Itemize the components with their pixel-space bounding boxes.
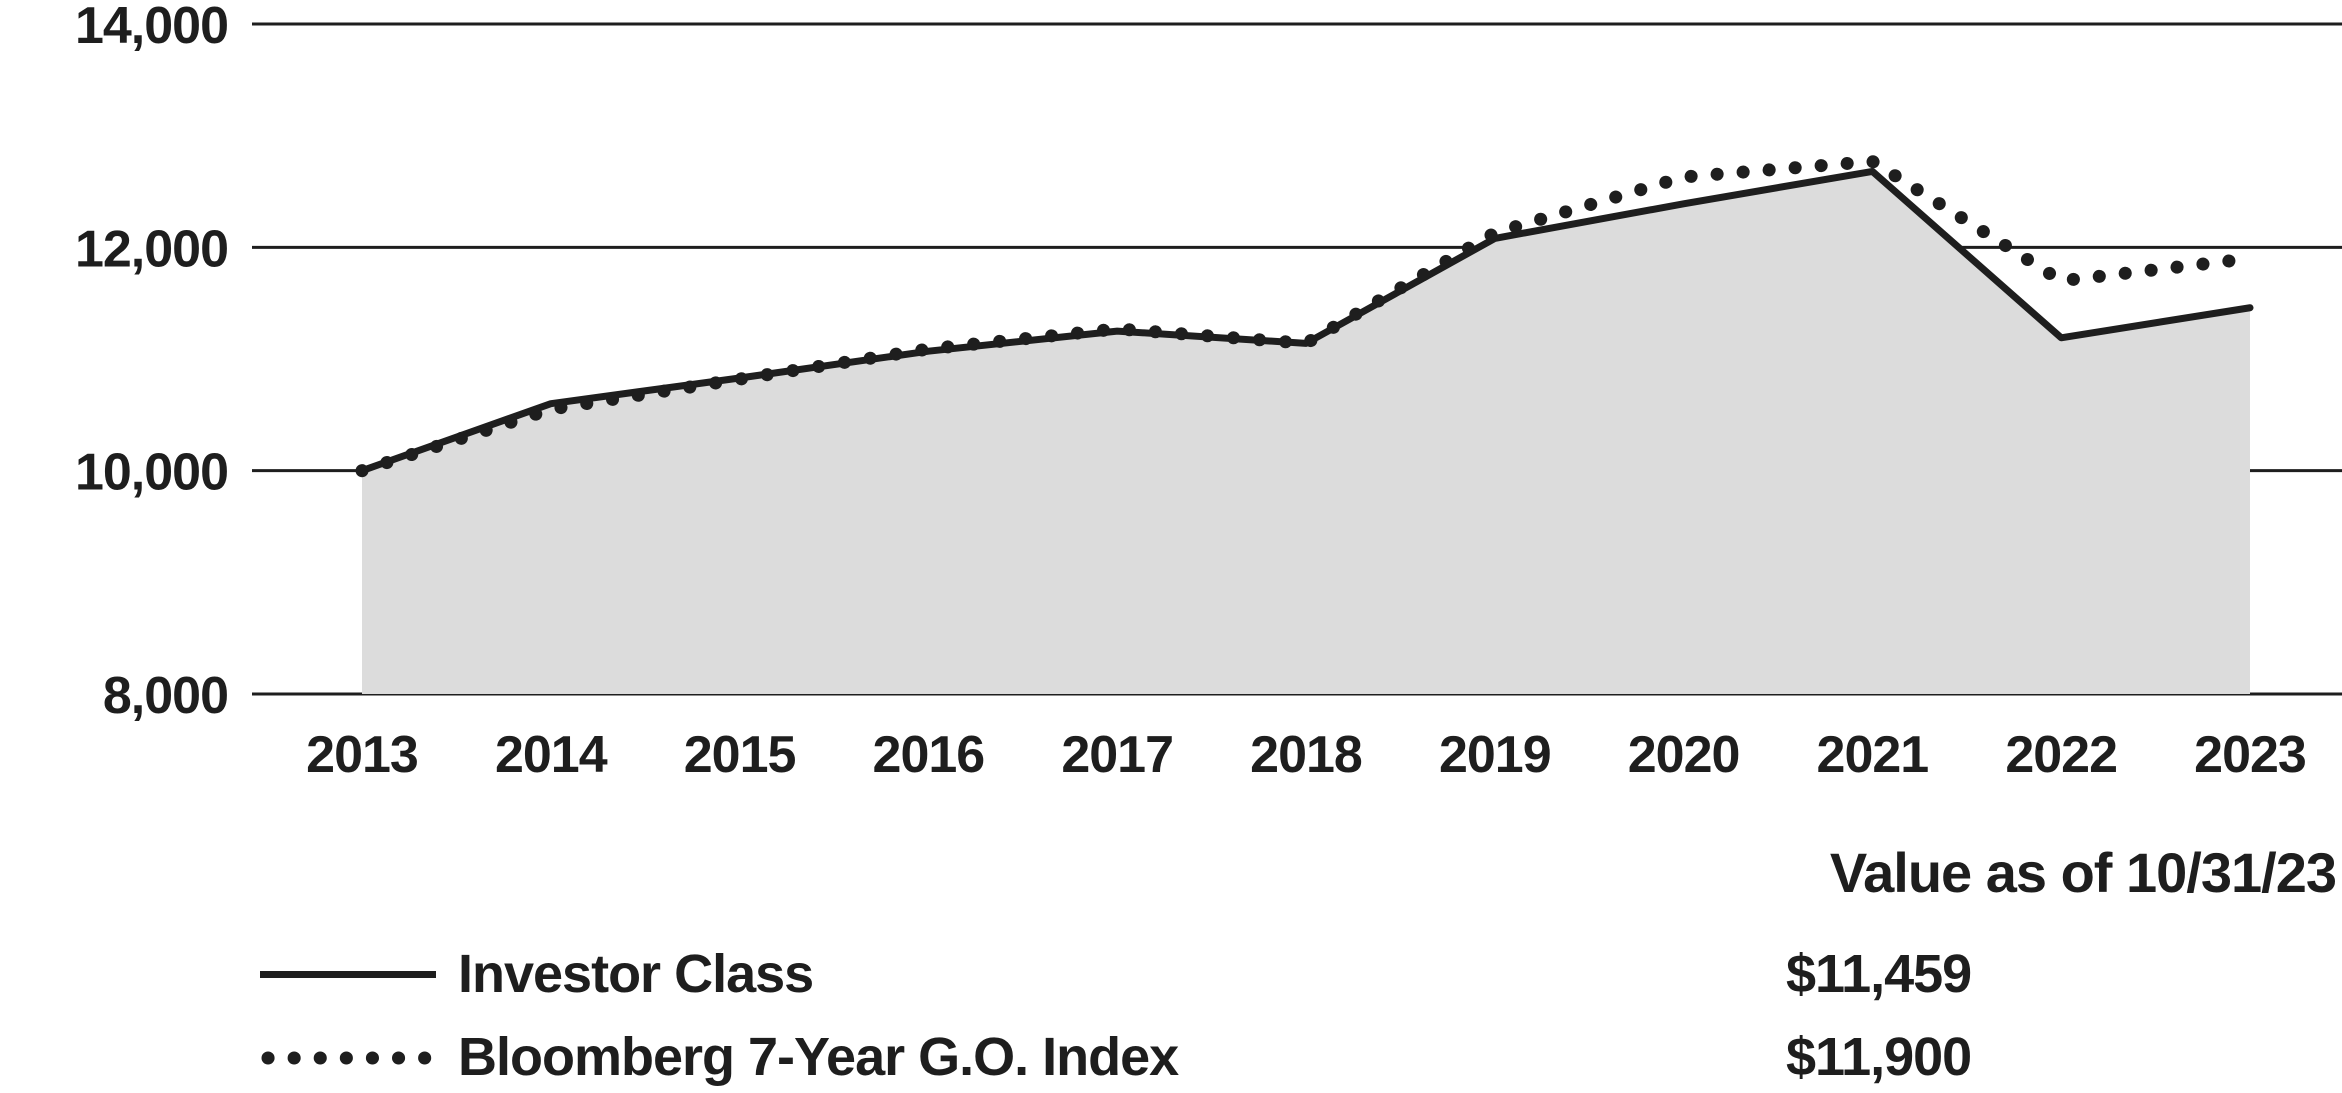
legend-label-bloomberg-index: Bloomberg 7-Year G.O. Index [458,1027,1179,1087]
legend-label-investor-class: Investor Class [458,944,814,1004]
y-tick-label-14000: 14,000 [75,0,228,55]
x-tick-label-2016: 2016 [873,726,985,784]
solid-line-swatch-rule [260,971,436,978]
x-tick-label-2017: 2017 [1061,726,1173,784]
value-as-of-heading: Value as of 10/31/23 [1829,841,2337,904]
dotted-line-swatch [260,1026,439,1088]
x-tick-label-2014: 2014 [495,726,608,784]
x-tick-label-2021: 2021 [1817,726,1929,784]
legend-value-bloomberg-index: $11,900 [1786,1027,1972,1087]
solid-line-swatch [260,943,436,1005]
y-tick-label-10000: 10,000 [75,444,228,502]
legend-value-investor-class: $11,459 [1786,944,1972,1004]
x-tick-label-2020: 2020 [1628,726,1740,784]
y-tick-label-12000: 12,000 [75,220,228,278]
dotted-line-swatch-glyph [261,1051,439,1065]
x-tick-label-2022: 2022 [2005,726,2117,784]
legend-row-investor-class: Investor Class $11,459 [0,943,2342,1005]
x-tick-label-2018: 2018 [1250,726,1362,784]
dotted-line-bloomberg-7-year-g-o-index [355,154,2257,478]
y-tick-label-8000: 8,000 [103,667,228,725]
x-tick-label-2023: 2023 [2194,726,2306,784]
x-tick-label-2015: 2015 [684,726,796,784]
performance-line-chart: 8,000 10,000 12,000 14,000 2013 2014 2015 2016 2… [75,0,2342,784]
x-tick-label-2019: 2019 [1439,726,1551,784]
area-fill-investor-class [362,171,2250,694]
x-tick-label-2013: 2013 [306,726,418,784]
legend-row-bloomberg-index: Bloomberg 7-Year G.O. Index $11,900 [0,1026,2342,1088]
